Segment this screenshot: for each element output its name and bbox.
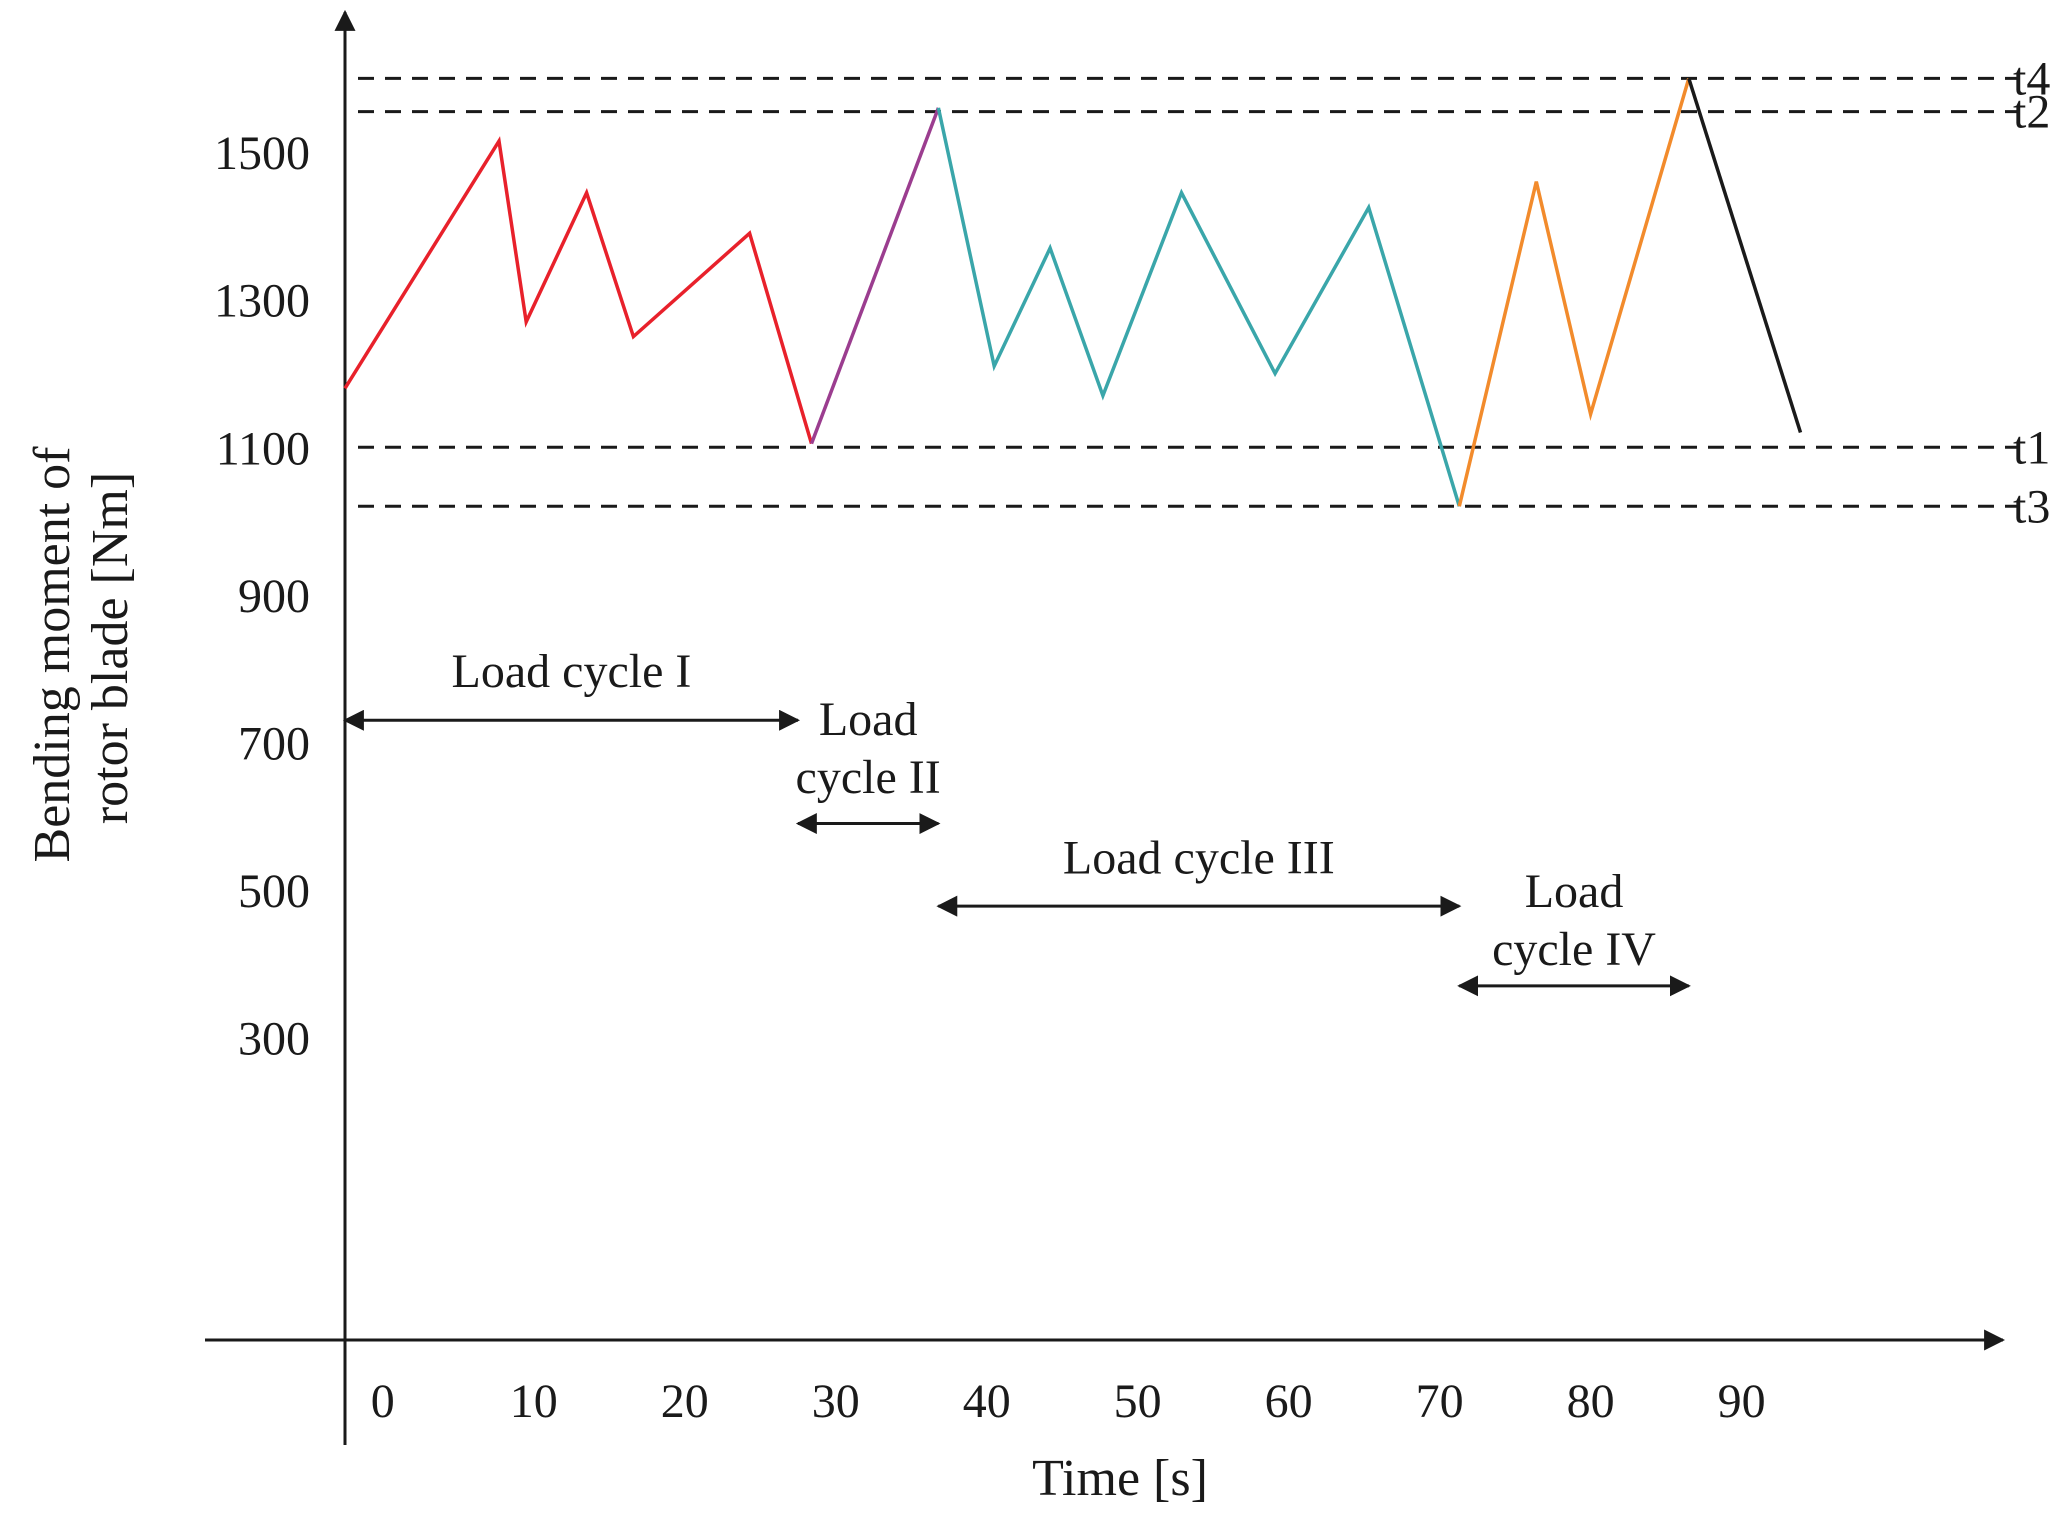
y-tick-label: 300 xyxy=(238,1013,310,1066)
y-tick-label: 500 xyxy=(238,865,310,918)
x-tick-label: 60 xyxy=(1265,1375,1313,1428)
x-axis-title: Time [s] xyxy=(1032,1450,1208,1507)
y-axis-title-line-2: rotor blade [Nm] xyxy=(82,472,139,824)
axis-titles: Time [s] Bending moment of rotor blade [… xyxy=(24,434,1208,1507)
y-axis-title-line-1: Bending moment of xyxy=(24,446,81,863)
y-tick-label: 900 xyxy=(238,570,310,623)
x-tick-label: 40 xyxy=(963,1375,1011,1428)
x-tick-label: 20 xyxy=(661,1375,709,1428)
threshold-label-t1: t1 xyxy=(2013,421,2050,474)
x-tick-label: 0 xyxy=(371,1375,395,1428)
tick-labels: 300 500 700 900 1100 1300 1500 0 10 20 30 40 50 60 70 8… xyxy=(214,127,1766,1428)
load-cycle-label-4-line-2: cycle IV xyxy=(1492,923,1656,976)
threshold-label-t3: t3 xyxy=(2013,480,2050,533)
series-line-4 xyxy=(1457,77,1691,507)
load-cycle-label-3-line-1: Load cycle III xyxy=(1063,832,1335,885)
load-cycle-label-2-line-1: Load xyxy=(819,693,918,746)
series-line-5 xyxy=(1687,77,1803,434)
load-cycle-label-2: Load cycle II xyxy=(796,693,941,804)
x-tick-label: 80 xyxy=(1567,1375,1615,1428)
load-cycle-label-3: Load cycle III xyxy=(1063,832,1335,885)
x-tick-label: 30 xyxy=(812,1375,860,1428)
load-cycle-label-1: Load cycle I xyxy=(452,645,692,698)
y-tick-label: 700 xyxy=(238,717,310,770)
threshold-label-t4: t4 xyxy=(2013,52,2050,105)
data-series xyxy=(343,77,1803,507)
load-cycle-label-4-line-1: Load xyxy=(1525,865,1624,918)
load-cycle-label-2-line-2: cycle II xyxy=(796,751,941,804)
y-tick-label: 1100 xyxy=(216,422,310,475)
x-tick-label: 50 xyxy=(1114,1375,1162,1428)
x-tick-label: 90 xyxy=(1718,1375,1766,1428)
threshold-label-t2: t2 xyxy=(2013,86,2050,139)
load-cycle-label-1-line-1: Load cycle I xyxy=(452,645,692,698)
load-cycle-label-4: Load cycle IV xyxy=(1492,865,1656,976)
series-line-1 xyxy=(343,136,814,445)
series-line-2 xyxy=(809,107,941,445)
x-tick-label: 10 xyxy=(510,1375,558,1428)
series-line-3 xyxy=(936,107,1461,507)
y-tick-label: 1300 xyxy=(214,275,310,328)
x-tick-label: 70 xyxy=(1416,1375,1464,1428)
y-axis-title: Bending moment of rotor blade [Nm] xyxy=(24,434,139,863)
axes xyxy=(205,9,2006,1445)
y-tick-label: 1500 xyxy=(214,127,310,180)
